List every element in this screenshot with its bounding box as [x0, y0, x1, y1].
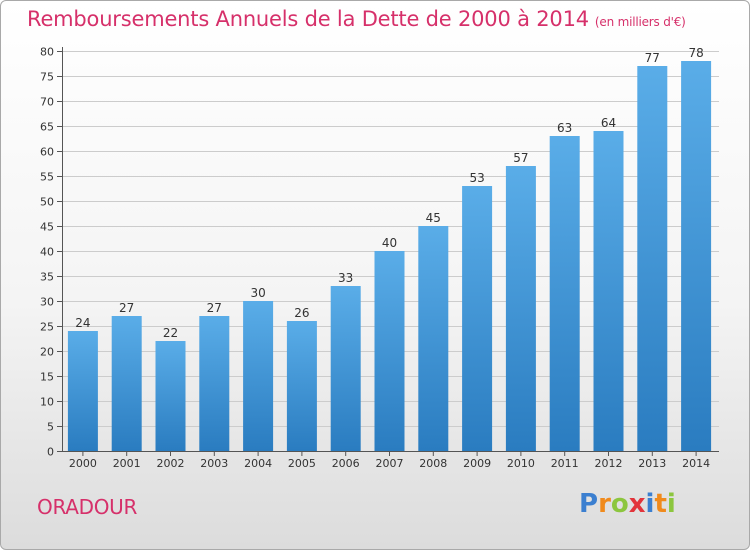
y-tick-label: 50	[40, 196, 54, 209]
bar	[111, 316, 142, 451]
logo-letter: r	[598, 489, 611, 519]
bar	[199, 316, 230, 451]
logo-letter: t	[654, 489, 667, 519]
y-tick-label: 80	[40, 46, 54, 59]
x-tick-label: 2004	[244, 457, 272, 470]
y-tick-label: 30	[40, 296, 54, 309]
y-tick-label: 60	[40, 146, 54, 159]
bar-value-label: 77	[645, 51, 660, 65]
y-tick-label: 15	[40, 371, 54, 384]
x-tick-label: 2011	[551, 457, 579, 470]
x-tick-label: 2012	[595, 457, 623, 470]
logo-letter: o	[610, 489, 629, 519]
bar-value-label: 45	[426, 211, 441, 225]
x-tick-label: 2002	[157, 457, 185, 470]
axes: 0 5 10 15 20 25 30 35 40 45 50 55 60 65 70 75 80 2000 2001…	[40, 46, 719, 470]
bars	[67, 61, 712, 451]
x-tick-label: 2013	[638, 457, 666, 470]
bar	[593, 131, 624, 451]
bar	[155, 341, 186, 451]
bar	[286, 321, 317, 451]
chart-unit: (en milliers d'€)	[594, 15, 686, 29]
bar-value-label: 33	[338, 271, 353, 285]
logo-letter: i	[645, 489, 655, 519]
bar	[637, 66, 668, 451]
y-tick-label: 55	[40, 171, 54, 184]
bar-value-label: 64	[601, 116, 616, 130]
bar	[505, 166, 536, 451]
logo-letter: x	[628, 489, 646, 519]
bar-value-label: 63	[557, 121, 572, 135]
y-tick-label: 20	[40, 346, 54, 359]
bar-value-label: 30	[250, 286, 265, 300]
y-tick-label: 25	[40, 321, 54, 334]
y-tick-label: 75	[40, 71, 54, 84]
data-labels: 24 27 22 27 30 26 33 40 45 53 57 63 64 77 78	[75, 46, 703, 340]
bar	[374, 251, 405, 451]
y-tick-label: 40	[40, 246, 54, 259]
bar	[681, 61, 712, 451]
bar-value-label: 53	[469, 171, 484, 185]
bar-value-label: 40	[382, 236, 397, 250]
bar-value-label: 26	[294, 306, 309, 320]
x-tick-label: 2003	[200, 457, 228, 470]
proxiti-logo: Proxiti	[579, 489, 676, 523]
x-tick-label: 2001	[113, 457, 141, 470]
bar	[462, 186, 493, 451]
bar	[243, 301, 274, 451]
x-tick-label: 2000	[69, 457, 97, 470]
x-tick-label: 2005	[288, 457, 316, 470]
bar-value-label: 27	[119, 301, 134, 315]
x-tick-label: 2007	[376, 457, 404, 470]
y-tick-label: 70	[40, 96, 54, 109]
bar-value-label: 27	[207, 301, 222, 315]
y-tick-label: 0	[47, 446, 54, 459]
y-tick-label: 45	[40, 221, 54, 234]
bar	[418, 226, 449, 451]
y-tick-label: 65	[40, 121, 54, 134]
city-name: ORADOUR	[37, 495, 138, 519]
logo-letter: i	[666, 489, 676, 519]
x-tick-label: 2009	[463, 457, 491, 470]
x-tick-label: 2014	[682, 457, 710, 470]
logo-letter: P	[579, 489, 599, 519]
x-tick-label: 2006	[332, 457, 360, 470]
bar-value-label: 57	[513, 151, 528, 165]
x-tick-label: 2008	[419, 457, 447, 470]
y-tick-label: 10	[40, 396, 54, 409]
bar-value-label: 22	[163, 326, 178, 340]
y-tick-label: 35	[40, 271, 54, 284]
bar	[330, 286, 361, 451]
bar-value-label: 78	[688, 46, 703, 60]
bar	[67, 331, 98, 451]
x-tick-label: 2010	[507, 457, 535, 470]
bar-value-label: 24	[75, 316, 90, 330]
chart-title-text: Remboursements Annuels de la Dette de 20…	[27, 7, 589, 31]
bar	[549, 136, 580, 451]
y-tick-label: 5	[47, 421, 54, 434]
chart-title: Remboursements Annuels de la Dette de 20…	[27, 7, 686, 31]
